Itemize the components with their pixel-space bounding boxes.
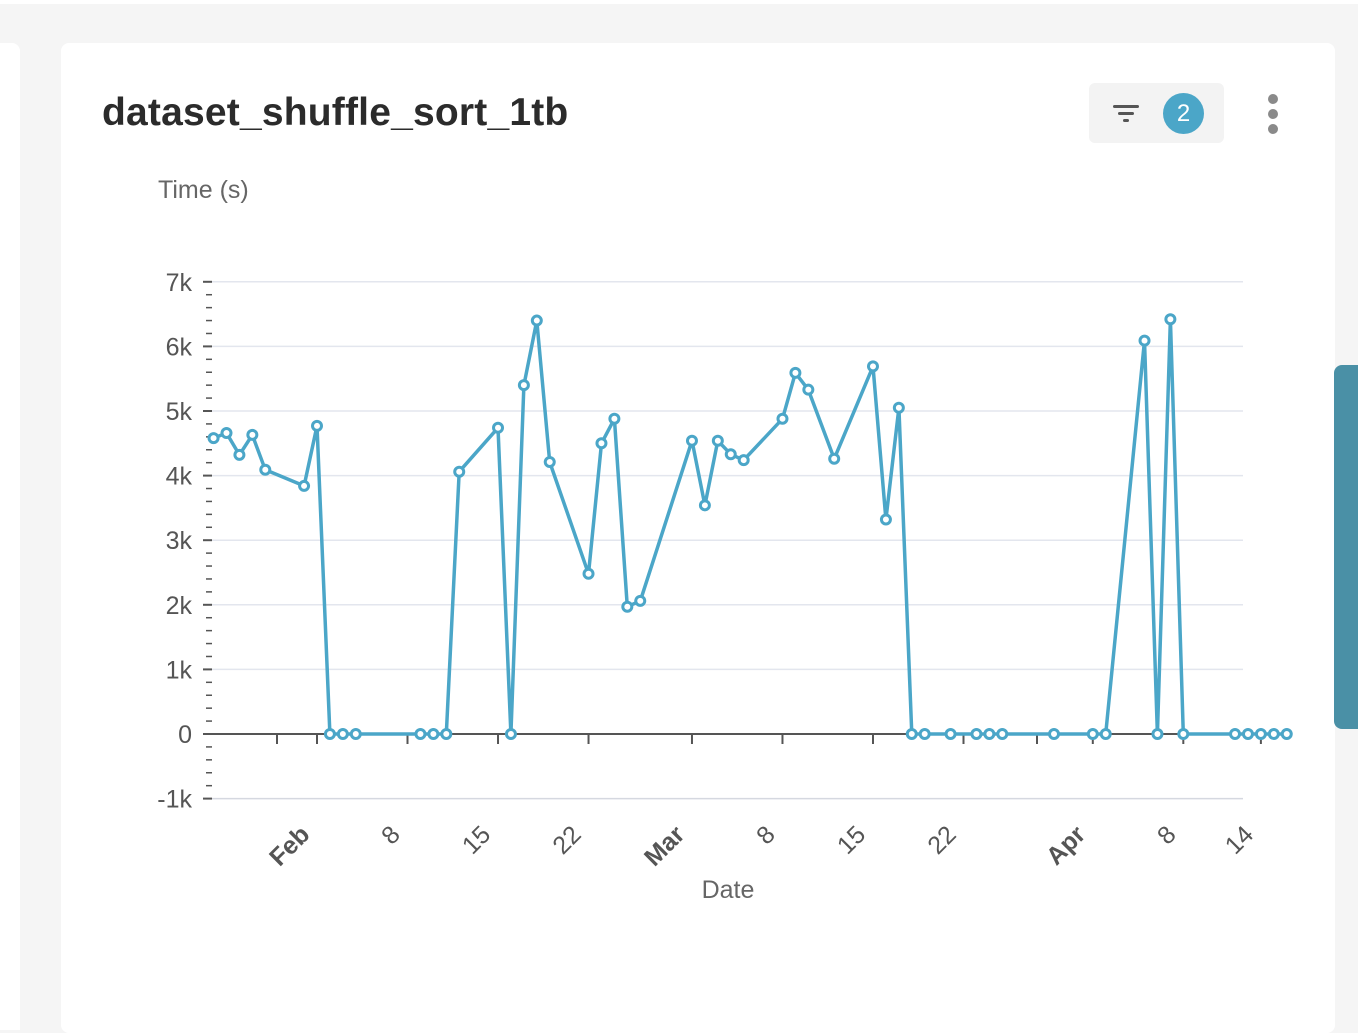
series-line (212, 317, 1287, 736)
data-point (724, 448, 737, 461)
data-point (1267, 728, 1280, 740)
data-point (698, 499, 711, 512)
y-axis-label: Time (s) (158, 176, 249, 204)
more-vert-icon (1268, 94, 1278, 104)
x-axis-label: Date (702, 876, 755, 904)
data-point (349, 728, 362, 740)
data-point (776, 412, 789, 425)
data-point (1099, 728, 1112, 740)
data-point (685, 434, 698, 447)
y-tick-label: 1k (166, 656, 193, 684)
data-point (246, 428, 259, 441)
y-tick-label: 6k (166, 333, 193, 361)
x-tick-label: 22 (922, 820, 961, 859)
data-point (323, 728, 336, 740)
data-point (1048, 728, 1061, 740)
x-tick-label: 8 (1152, 820, 1182, 850)
filter-button[interactable]: 2 (1089, 83, 1224, 143)
side-panel-tab[interactable] (1334, 365, 1358, 729)
data-point (530, 314, 543, 327)
x-tick-label: Feb (264, 820, 315, 871)
data-point (220, 426, 233, 439)
x-tick-label: 8 (376, 820, 406, 850)
y-tick-label: 3k (166, 527, 193, 555)
data-point (311, 419, 323, 432)
data-point (1241, 728, 1254, 740)
data-point (1254, 728, 1267, 740)
data-point (259, 463, 272, 476)
data-point (207, 432, 220, 445)
x-tick-label: 15 (457, 820, 496, 859)
x-tick-label: 22 (547, 820, 586, 859)
data-point (233, 448, 246, 461)
data-point (892, 401, 905, 414)
data-point (440, 728, 453, 740)
y-tick-label: -1k (157, 786, 192, 814)
chart-title: dataset_shuffle_sort_1tb (102, 91, 569, 134)
data-point (608, 412, 621, 425)
data-point (634, 594, 647, 607)
data-point (621, 600, 634, 613)
data-point (1177, 728, 1190, 740)
data-point (944, 728, 957, 740)
filter-count-badge: 2 (1163, 93, 1204, 134)
x-tick-label: Mar (639, 820, 690, 871)
y-tick-label: 0 (178, 721, 192, 749)
data-point (1086, 728, 1099, 740)
x-tick-label: 14 (1220, 820, 1260, 860)
y-tick-label: 5k (166, 398, 193, 426)
data-point (517, 379, 530, 392)
data-point (711, 434, 724, 447)
filter-icon (1113, 105, 1139, 122)
data-point (1280, 728, 1293, 740)
top-strip (0, 0, 1358, 4)
data-point (543, 456, 556, 469)
data-point (492, 421, 505, 434)
data-point (298, 479, 311, 492)
y-tick-label: 2k (166, 592, 193, 620)
more-options-button[interactable] (1259, 91, 1287, 137)
data-point (802, 383, 815, 396)
data-point (1151, 728, 1164, 740)
data-point (1138, 334, 1151, 347)
adjacent-card (0, 43, 20, 1030)
data-point (737, 454, 750, 467)
data-point (879, 513, 892, 526)
data-point (453, 465, 466, 478)
data-point (1229, 728, 1242, 740)
data-point (414, 728, 427, 740)
data-point (582, 567, 595, 580)
data-point (595, 437, 608, 450)
data-point (918, 728, 931, 740)
data-point (970, 728, 983, 740)
x-tick-label: 15 (832, 820, 871, 859)
y-tick-label: 7k (166, 269, 193, 297)
data-point (866, 360, 879, 373)
x-tick-label: Apr (1041, 820, 1091, 870)
data-point (905, 728, 918, 740)
data-point (983, 728, 996, 740)
data-point (427, 728, 440, 740)
y-tick-label: 4k (166, 463, 193, 491)
data-point (1164, 313, 1177, 326)
data-point (996, 728, 1009, 740)
chart-card: dataset_shuffle_sort_1tb 2 (61, 43, 1335, 1033)
data-point (789, 366, 802, 379)
x-tick-label: 8 (751, 820, 781, 850)
data-point (336, 728, 349, 740)
data-point (504, 728, 517, 740)
data-point (828, 452, 841, 465)
